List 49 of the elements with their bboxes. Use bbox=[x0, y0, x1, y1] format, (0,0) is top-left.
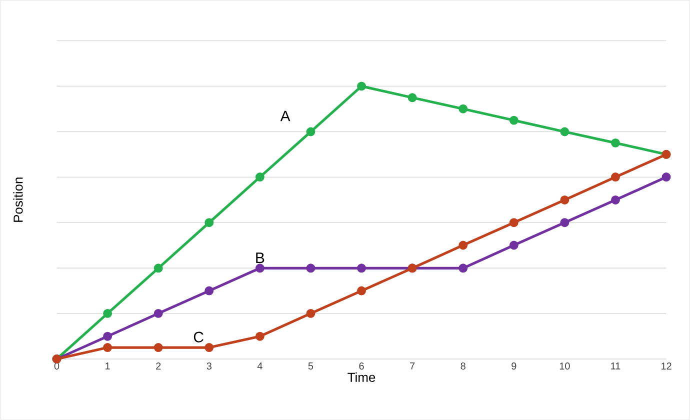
point bbox=[204, 218, 214, 228]
point bbox=[154, 309, 163, 318]
x-tick-label: 11 bbox=[611, 362, 620, 370]
point bbox=[306, 127, 316, 136]
point bbox=[662, 172, 671, 182]
point bbox=[560, 196, 570, 205]
point bbox=[408, 93, 417, 102]
point bbox=[458, 264, 468, 273]
point bbox=[255, 172, 264, 182]
series-label: C bbox=[194, 332, 204, 342]
point bbox=[509, 240, 518, 250]
point bbox=[560, 218, 570, 228]
x-tick-label: 1 bbox=[106, 362, 110, 370]
point bbox=[509, 116, 518, 125]
x-tick-label: 12 bbox=[661, 362, 672, 370]
x-tick-label: 7 bbox=[410, 362, 415, 370]
x-tick-label: 10 bbox=[560, 362, 570, 370]
point bbox=[610, 172, 620, 182]
point bbox=[458, 240, 468, 250]
point bbox=[255, 264, 264, 273]
x-tick-label: 8 bbox=[460, 362, 466, 370]
series-label: A bbox=[280, 110, 290, 122]
x-tick-label: 4 bbox=[257, 362, 262, 370]
x-axis-title: Time bbox=[348, 372, 376, 382]
point bbox=[357, 82, 366, 91]
x-tick-label: 6 bbox=[359, 362, 364, 370]
x-tick-label: 5 bbox=[308, 362, 314, 370]
point bbox=[103, 332, 112, 341]
point bbox=[204, 286, 214, 296]
series-label: B bbox=[256, 252, 264, 264]
point bbox=[255, 332, 264, 341]
point bbox=[560, 127, 570, 136]
point bbox=[306, 264, 316, 273]
point bbox=[103, 309, 112, 318]
y-axis-title: Position bbox=[13, 178, 23, 222]
point bbox=[204, 343, 214, 352]
point bbox=[357, 286, 366, 296]
point bbox=[306, 309, 316, 318]
point bbox=[509, 218, 518, 228]
x-tick-label: 3 bbox=[206, 362, 212, 370]
x-tick-label: 2 bbox=[156, 362, 161, 370]
point bbox=[610, 138, 620, 148]
point bbox=[357, 264, 366, 273]
point bbox=[610, 196, 620, 205]
point bbox=[154, 343, 163, 352]
point bbox=[458, 104, 468, 114]
x-tick-label: 9 bbox=[512, 362, 516, 370]
point bbox=[103, 343, 112, 352]
point bbox=[154, 264, 163, 273]
